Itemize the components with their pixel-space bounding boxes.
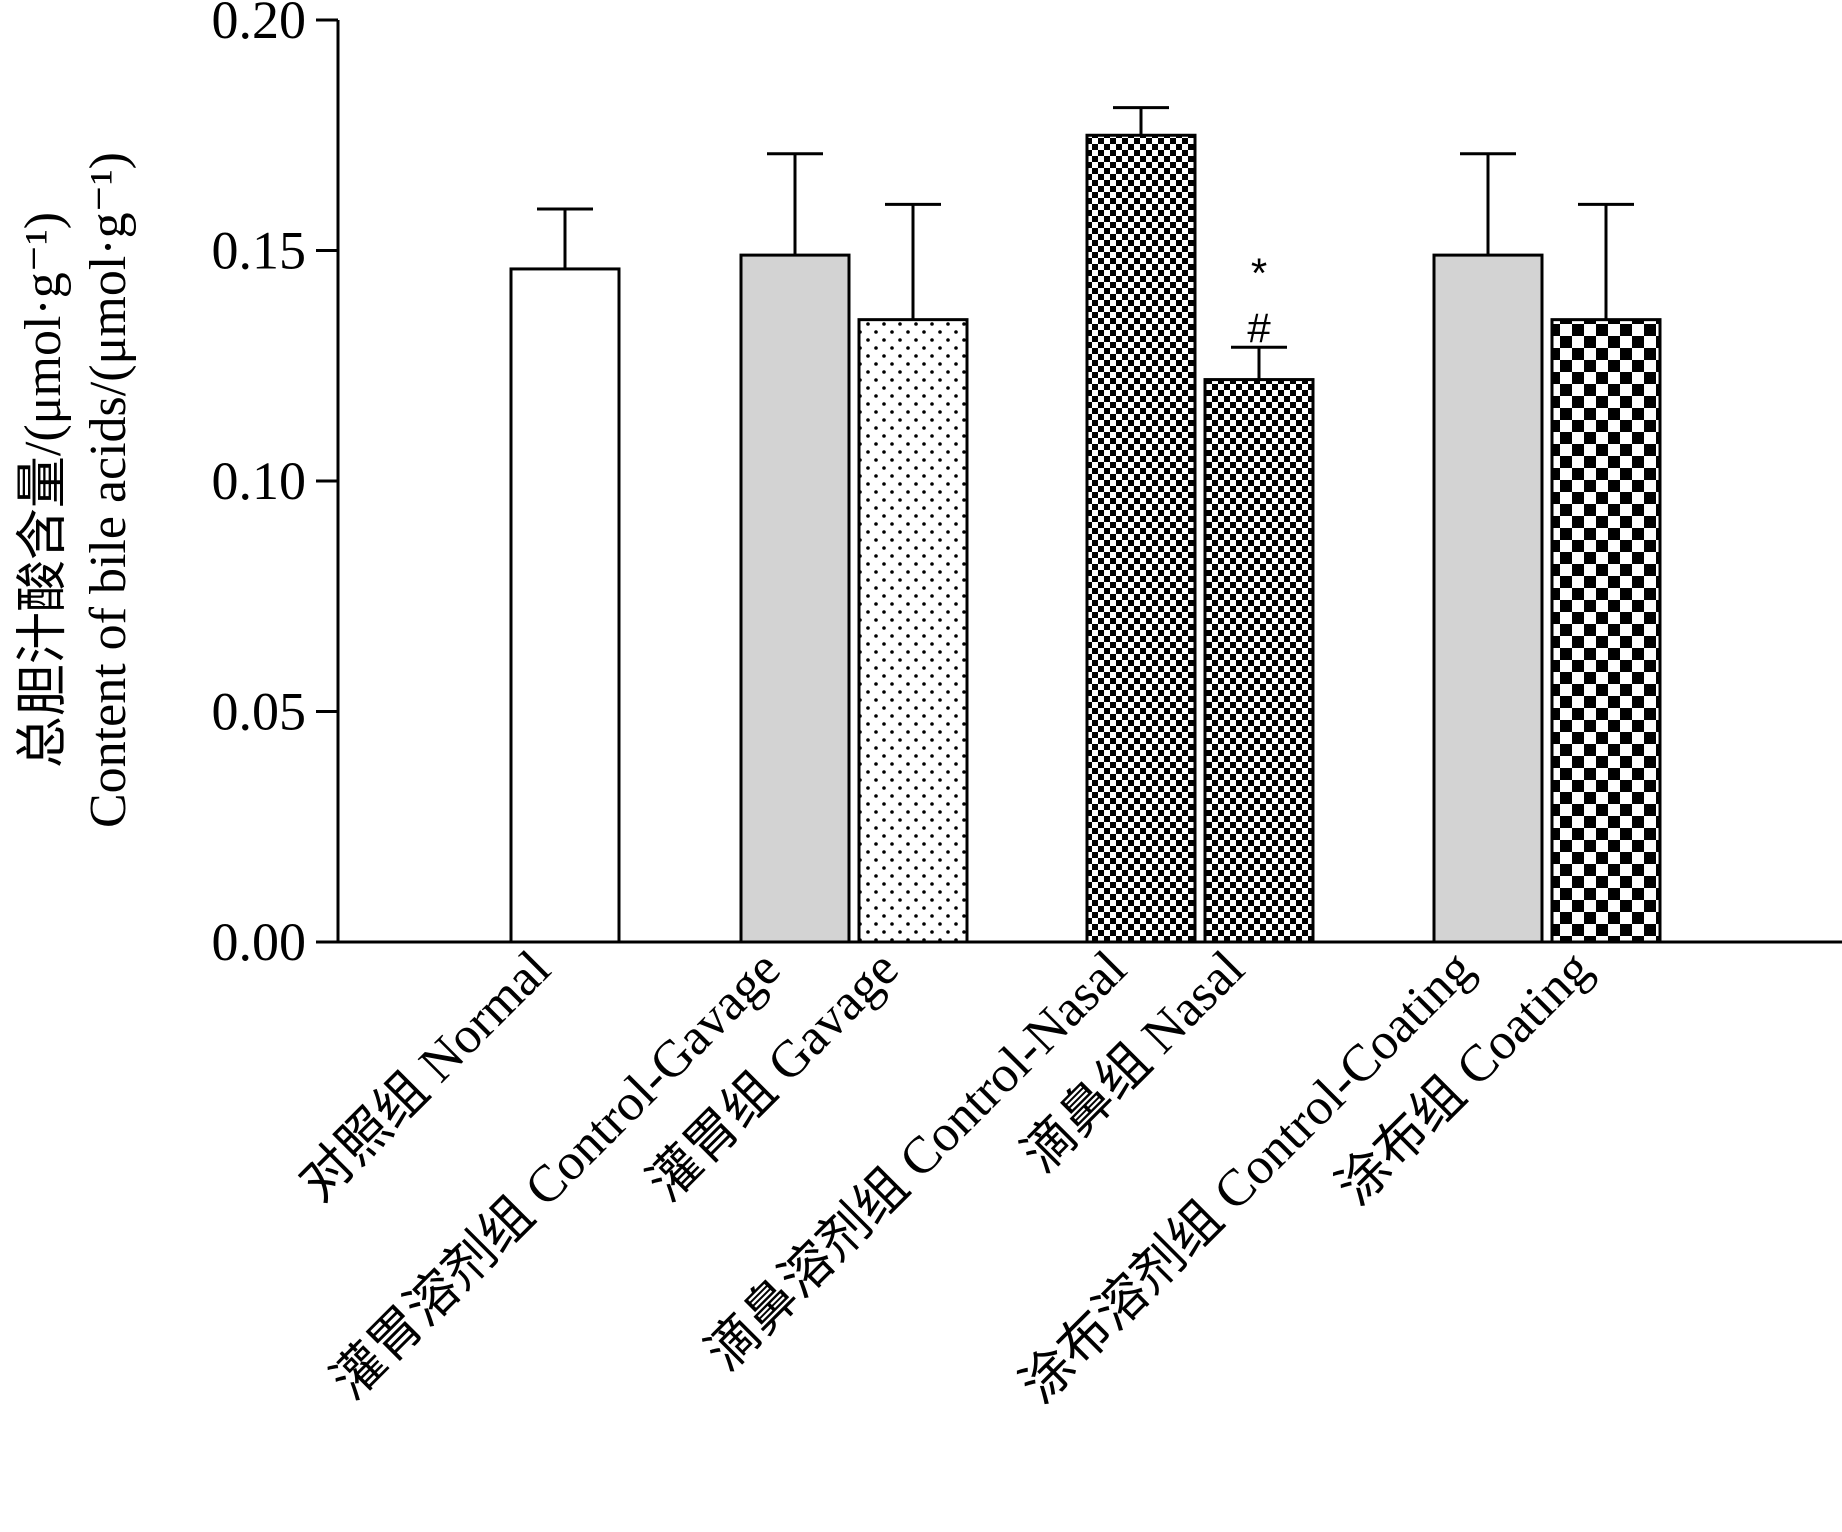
bar bbox=[857, 318, 969, 944]
significance-mark: # bbox=[1247, 304, 1271, 351]
y-tick-label: 0.00 bbox=[212, 912, 307, 972]
y-tick-label: 0.15 bbox=[212, 221, 307, 281]
y-axis: 0.00 0.05 0.10 0.15 0.20 bbox=[212, 0, 340, 972]
bar bbox=[509, 267, 621, 944]
y-tick-label: 0.10 bbox=[212, 451, 307, 511]
bars-group: *# bbox=[509, 106, 1662, 944]
bar bbox=[1432, 253, 1544, 944]
bar bbox=[1550, 318, 1662, 944]
bar bbox=[1203, 378, 1315, 944]
bar bbox=[739, 253, 851, 944]
y-axis-label-chinese: 总胆汁酸含量/(μmol·g⁻¹) bbox=[15, 212, 72, 768]
significance-mark: * bbox=[1251, 249, 1267, 296]
y-axis-label-english: Content of bile acids/(μmol·g⁻¹) bbox=[80, 152, 137, 828]
y-tick-label: 0.20 bbox=[212, 0, 307, 50]
y-tick-label: 0.05 bbox=[212, 682, 307, 742]
bar bbox=[1085, 133, 1197, 944]
y-axis-label: 总胆汁酸含量/(μmol·g⁻¹) Content of bile acids/… bbox=[15, 152, 137, 828]
